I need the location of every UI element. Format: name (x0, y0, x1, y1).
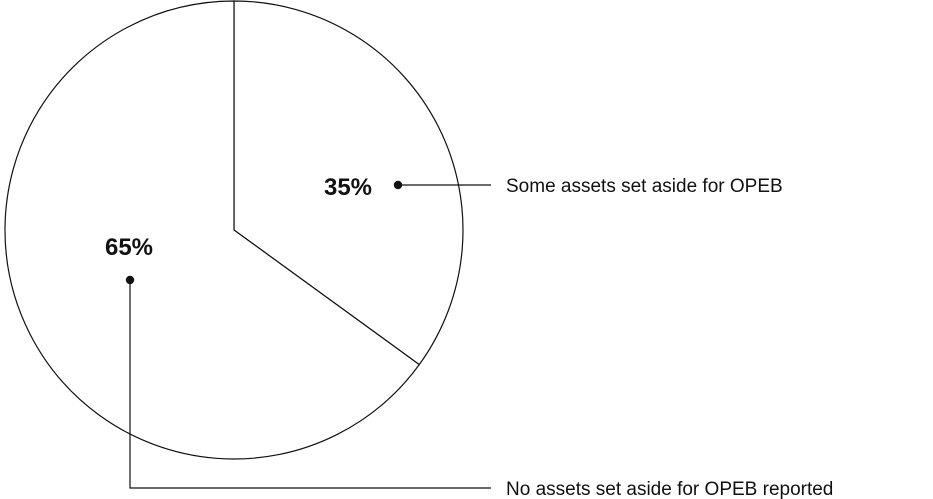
slice-value-label-some-assets: 35% (324, 174, 372, 201)
slice-value-label-no-assets: 65% (105, 234, 153, 261)
callout-line-no-assets (129, 280, 491, 489)
pie-slices (4, 0, 464, 460)
pie-slice-no-assets (4, 0, 420, 460)
slice-label-no-assets: No assets set aside for OPEB reported (506, 479, 833, 499)
slice-label-some-assets: Some assets set aside for OPEB (506, 176, 783, 197)
pie-slice-some-assets (233, 0, 464, 366)
